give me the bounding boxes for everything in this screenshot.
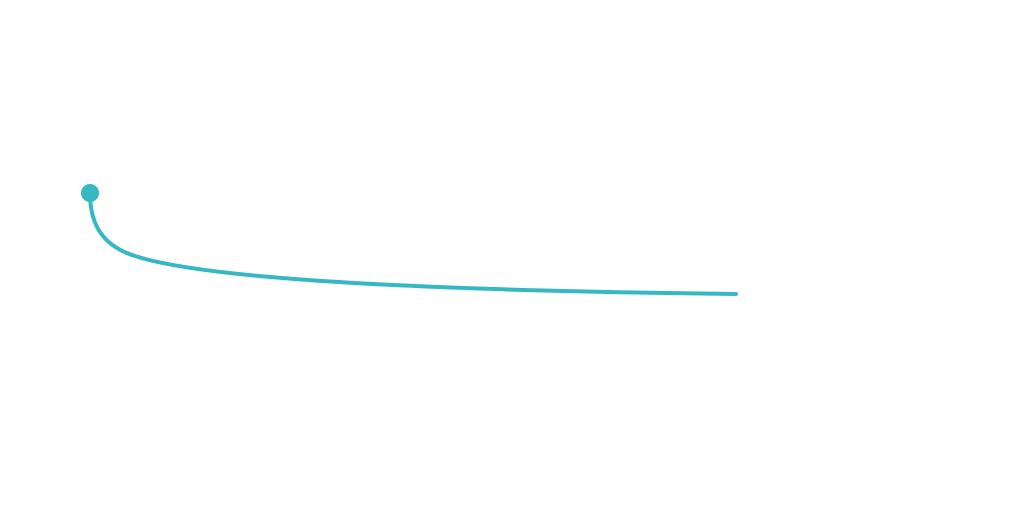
connector-start-dot[interactable]	[81, 184, 99, 202]
connector-line[interactable]	[88, 191, 738, 296]
